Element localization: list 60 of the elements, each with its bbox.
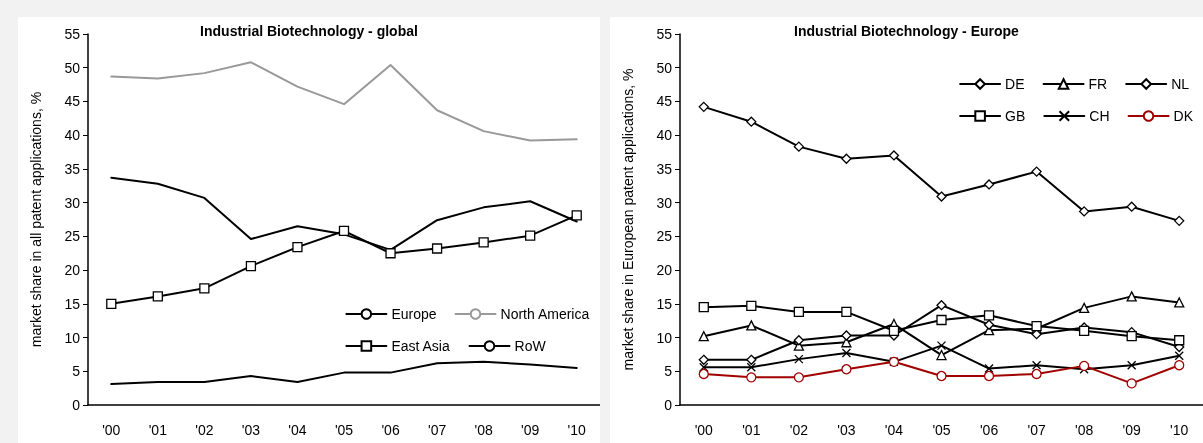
y-tick-label: 40 (656, 127, 673, 144)
x-tick-label: '01 (148, 422, 168, 438)
y-tick-label: 20 (656, 262, 673, 279)
x-tick-label: '10 (1170, 422, 1189, 438)
x-tick-label: '10 (567, 422, 587, 438)
chart-title: Industrial Biotechnology - global (200, 23, 418, 39)
x-tick-label: '09 (521, 422, 540, 438)
x-tick-label: '00 (694, 422, 714, 438)
x-tick-label: '03 (241, 422, 261, 438)
x-tick-label: '07 (1027, 422, 1046, 438)
y-tick-label: 30 (64, 194, 81, 211)
y-tick-label: 10 (64, 329, 81, 346)
legend-label: GB (1005, 108, 1026, 124)
y-tick-label: 0 (72, 397, 81, 413)
y-tick-label: 50 (656, 59, 673, 76)
chart-title: Industrial Biotechnology - Europe (794, 23, 1020, 39)
y-tick-label: 20 (64, 262, 81, 279)
x-tick-label: '03 (837, 422, 856, 438)
y-tick-label: 50 (64, 59, 81, 76)
x-tick-label: '02 (195, 422, 214, 438)
y-tick-label: 10 (656, 329, 673, 346)
x-tick-label: '06 (381, 422, 400, 438)
x-tick-label: '01 (742, 422, 761, 438)
y-axis-title: market share in European patent applications, % (620, 68, 636, 371)
legend-label: Europe (391, 306, 437, 322)
y-axis-title: market share in all patent applications, % (28, 91, 44, 348)
x-tick-label: '04 (884, 422, 904, 438)
x-tick-label: '05 (932, 422, 951, 438)
y-tick-label: 55 (64, 26, 81, 42)
y-tick-label: 0 (664, 397, 673, 413)
legend-label: North America (500, 306, 590, 322)
y-tick-label: 40 (64, 127, 81, 144)
y-tick-label: 45 (656, 93, 673, 110)
x-tick-label: '04 (288, 422, 307, 438)
y-tick-label: 15 (64, 295, 81, 312)
legend-label: DE (1005, 76, 1025, 92)
x-tick-label: '05 (334, 422, 354, 438)
y-tick-label: 5 (72, 363, 81, 380)
x-tick-label: '06 (979, 422, 999, 438)
y-tick-label: 55 (656, 26, 673, 42)
legend-label: DK (1173, 108, 1194, 124)
y-tick-label: 25 (656, 228, 673, 245)
x-tick-label: '08 (1075, 422, 1094, 438)
y-tick-label: 45 (64, 93, 81, 110)
x-tick-label: '02 (789, 422, 809, 438)
legend-label: NL (1171, 76, 1190, 92)
y-tick-label: 30 (656, 194, 673, 211)
y-tick-label: 35 (64, 160, 81, 177)
x-tick-label: '08 (474, 422, 493, 438)
x-tick-label: '09 (1122, 422, 1142, 438)
legend-label: East Asia (391, 338, 450, 354)
y-tick-label: 25 (64, 228, 81, 245)
legend-label: CH (1089, 108, 1110, 124)
legend-label: RoW (514, 338, 547, 354)
y-tick-label: 5 (664, 363, 673, 380)
x-tick-label: '07 (427, 422, 447, 438)
legend-label: FR (1088, 76, 1108, 92)
y-tick-label: 35 (656, 160, 673, 177)
x-tick-label: '00 (102, 422, 121, 438)
y-tick-label: 15 (656, 295, 673, 312)
